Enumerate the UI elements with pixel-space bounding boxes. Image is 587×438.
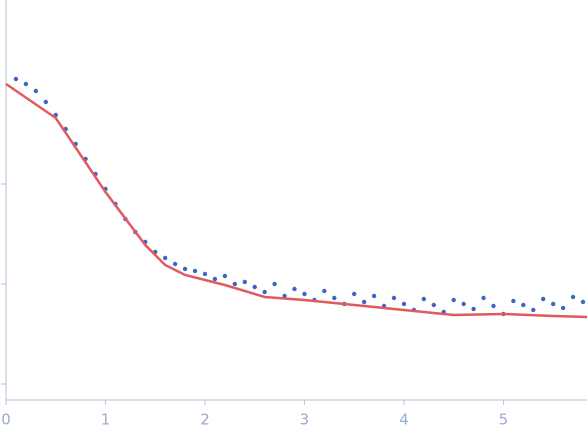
data-point [481, 295, 486, 301]
data-point [421, 296, 427, 302]
data-point [222, 273, 228, 279]
data-point [182, 266, 188, 272]
data-point [560, 305, 566, 311]
data-point [511, 298, 516, 304]
data-point [242, 279, 247, 285]
fit-line [5, 82, 587, 319]
data-point [262, 289, 267, 295]
data-point [332, 295, 337, 301]
data-point [322, 288, 327, 294]
data-point [541, 296, 546, 302]
data-point [521, 302, 526, 308]
data-point [570, 294, 576, 300]
data-point [302, 291, 307, 297]
data-point [292, 286, 297, 292]
data-point [212, 276, 218, 282]
data-point [232, 281, 238, 287]
data-point [252, 284, 257, 290]
x-tick-label: 0 [1, 411, 11, 429]
data-point [451, 297, 456, 303]
data-point [531, 307, 536, 313]
data-point [172, 261, 178, 267]
data-point [352, 291, 357, 297]
data-point [371, 293, 377, 299]
data-point [162, 255, 168, 261]
data-point [282, 293, 287, 299]
data-point [391, 295, 397, 301]
data-point [361, 299, 367, 305]
data-point [13, 76, 19, 82]
data-point [401, 301, 407, 307]
data-point [580, 299, 586, 305]
x-tick-label: 1 [101, 411, 111, 429]
data-point [192, 268, 198, 274]
data-point [431, 302, 436, 308]
data-point [202, 271, 208, 277]
x-tick-label: 5 [499, 411, 509, 429]
x-tick-label: 3 [300, 411, 310, 429]
x-tick-label: 4 [399, 411, 409, 429]
data-point [43, 99, 48, 105]
data-point [33, 88, 39, 94]
data-point [461, 301, 466, 307]
data-point [491, 303, 496, 309]
data-point [471, 306, 476, 312]
data-point [550, 301, 556, 307]
data-point [23, 81, 29, 87]
data-point [272, 281, 277, 287]
x-tick-label: 2 [200, 411, 210, 429]
